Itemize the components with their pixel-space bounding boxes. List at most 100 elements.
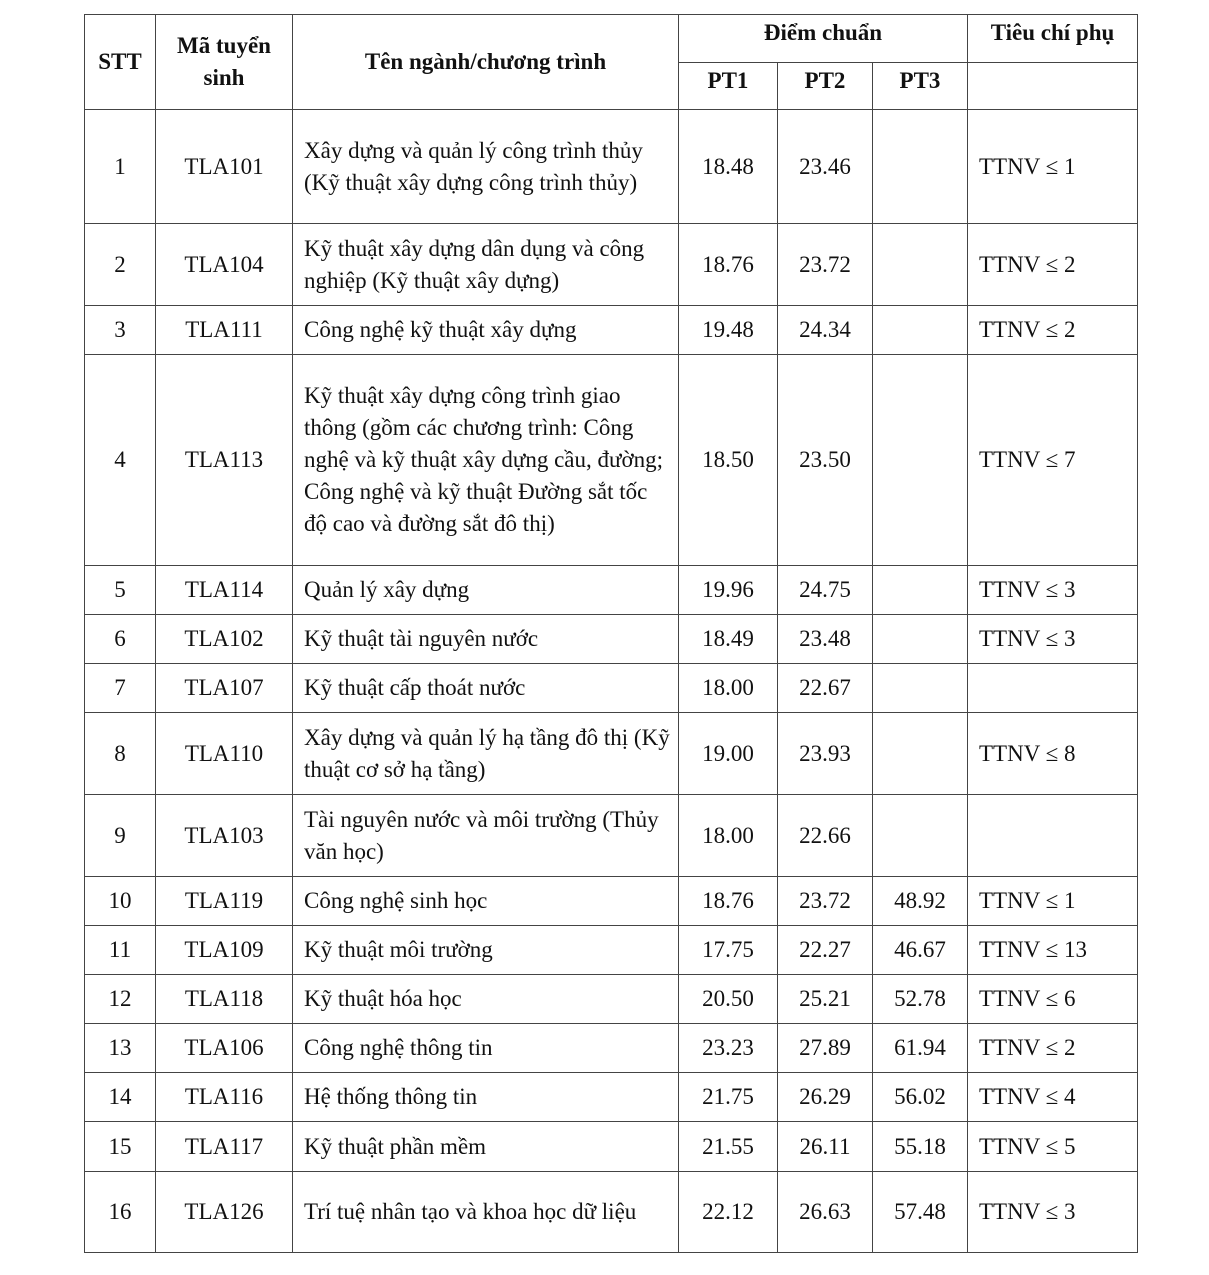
row-pt3 bbox=[872, 794, 968, 877]
header-pt2: PT2 bbox=[777, 62, 873, 110]
row-name: Kỹ thuật xây dựng công trình giao thông … bbox=[292, 354, 679, 566]
row-stt: 12 bbox=[84, 974, 156, 1024]
row-pt2: 26.63 bbox=[777, 1171, 873, 1253]
row-stt: 3 bbox=[84, 305, 156, 355]
row-code: TLA126 bbox=[155, 1171, 293, 1253]
row-name: Kỹ thuật phần mềm bbox=[292, 1121, 679, 1172]
row-stt: 10 bbox=[84, 876, 156, 926]
row-stt: 15 bbox=[84, 1121, 156, 1172]
row-code: TLA116 bbox=[155, 1072, 293, 1122]
row-pt1: 20.50 bbox=[678, 974, 778, 1024]
row-name: Công nghệ kỹ thuật xây dựng bbox=[292, 305, 679, 355]
table-row: 14 TLA116 Hệ thống thông tin 21.75 26.29 56.0… bbox=[84, 1072, 1138, 1122]
row-stt: 13 bbox=[84, 1023, 156, 1073]
row-stt: 8 bbox=[84, 712, 156, 795]
row-stt: 14 bbox=[84, 1072, 156, 1122]
table-row: 10 TLA119 Công nghệ sinh học 18.76 23.72 48.9… bbox=[84, 876, 1138, 926]
row-code: TLA102 bbox=[155, 614, 293, 664]
row-pt3: 48.92 bbox=[872, 876, 968, 926]
row-criteria: TTNV ≤ 7 bbox=[967, 354, 1138, 566]
table-row: 2 TLA104 Kỹ thuật xây dựng dân dụng và côn… bbox=[84, 223, 1138, 306]
table-row: 8 TLA110 Xây dựng và quản lý hạ tầng đô th… bbox=[84, 712, 1138, 795]
row-pt2: 22.27 bbox=[777, 925, 873, 975]
row-code: TLA118 bbox=[155, 974, 293, 1024]
row-criteria: TTNV ≤ 2 bbox=[967, 223, 1138, 306]
row-criteria: TTNV ≤ 3 bbox=[967, 614, 1138, 664]
row-pt3: 52.78 bbox=[872, 974, 968, 1024]
row-pt1: 19.48 bbox=[678, 305, 778, 355]
row-pt3 bbox=[872, 223, 968, 306]
row-pt1: 18.00 bbox=[678, 794, 778, 877]
row-stt: 1 bbox=[84, 109, 156, 224]
row-pt3 bbox=[872, 712, 968, 795]
row-name: Xây dựng và quản lý công trình thủy (Kỹ … bbox=[292, 109, 679, 224]
row-criteria: TTNV ≤ 6 bbox=[967, 974, 1138, 1024]
row-stt: 6 bbox=[84, 614, 156, 664]
row-criteria: TTNV ≤ 1 bbox=[967, 876, 1138, 926]
row-name: Công nghệ sinh học bbox=[292, 876, 679, 926]
table-row: 3 TLA111 Công nghệ kỹ thuật xây dựng 19.48 2… bbox=[84, 305, 1138, 355]
row-pt1: 23.23 bbox=[678, 1023, 778, 1073]
row-stt: 2 bbox=[84, 223, 156, 306]
row-name: Kỹ thuật xây dựng dân dụng và công nghiệ… bbox=[292, 223, 679, 306]
row-pt3: 56.02 bbox=[872, 1072, 968, 1122]
row-stt: 11 bbox=[84, 925, 156, 975]
header-name: Tên ngành/chương trình bbox=[292, 14, 679, 110]
row-name: Kỹ thuật cấp thoát nước bbox=[292, 663, 679, 713]
table-row: 1 TLA101 Xây dựng và quản lý công trình th… bbox=[84, 109, 1138, 224]
row-name: Quản lý xây dựng bbox=[292, 565, 679, 615]
header-code: Mã tuyển sinh bbox=[155, 14, 293, 110]
row-stt: 9 bbox=[84, 794, 156, 877]
row-code: TLA107 bbox=[155, 663, 293, 713]
row-pt1: 18.50 bbox=[678, 354, 778, 566]
row-pt3: 46.67 bbox=[872, 925, 968, 975]
row-criteria: TTNV ≤ 2 bbox=[967, 305, 1138, 355]
header-score: Điểm chuẩn bbox=[678, 14, 968, 63]
table-row: 13 TLA106 Công nghệ thông tin 23.23 27.89 61.… bbox=[84, 1023, 1138, 1073]
table-row: 12 TLA118 Kỹ thuật hóa học 20.50 25.21 52.78 T… bbox=[84, 974, 1138, 1024]
row-pt2: 23.48 bbox=[777, 614, 873, 664]
row-pt1: 18.76 bbox=[678, 876, 778, 926]
row-code: TLA110 bbox=[155, 712, 293, 795]
header-criteria: Tiêu chí phụ bbox=[967, 14, 1138, 63]
row-code: TLA117 bbox=[155, 1121, 293, 1172]
row-pt2: 26.11 bbox=[777, 1121, 873, 1172]
row-pt2: 23.93 bbox=[777, 712, 873, 795]
row-criteria: TTNV ≤ 8 bbox=[967, 712, 1138, 795]
row-criteria bbox=[967, 794, 1138, 877]
row-pt1: 18.00 bbox=[678, 663, 778, 713]
row-pt3 bbox=[872, 565, 968, 615]
row-pt1: 21.55 bbox=[678, 1121, 778, 1172]
row-criteria: TTNV ≤ 3 bbox=[967, 565, 1138, 615]
row-pt1: 18.49 bbox=[678, 614, 778, 664]
row-pt1: 22.12 bbox=[678, 1171, 778, 1253]
row-code: TLA114 bbox=[155, 565, 293, 615]
row-stt: 5 bbox=[84, 565, 156, 615]
table-row: 16 TLA126 Trí tuệ nhân tạo và khoa học dữ … bbox=[84, 1171, 1138, 1253]
row-pt2: 24.34 bbox=[777, 305, 873, 355]
row-pt3: 55.18 bbox=[872, 1121, 968, 1172]
table-row: 6 TLA102 Kỹ thuật tài nguyên nước 18.49 23.4… bbox=[84, 614, 1138, 664]
row-pt2: 23.46 bbox=[777, 109, 873, 224]
table-row: 15 TLA117 Kỹ thuật phần mềm 21.55 26.11 55.18… bbox=[84, 1121, 1138, 1172]
row-code: TLA104 bbox=[155, 223, 293, 306]
row-pt1: 17.75 bbox=[678, 925, 778, 975]
row-pt3 bbox=[872, 354, 968, 566]
row-name: Xây dựng và quản lý hạ tầng đô thị (Kỹ t… bbox=[292, 712, 679, 795]
row-code: TLA101 bbox=[155, 109, 293, 224]
row-pt2: 23.72 bbox=[777, 876, 873, 926]
row-name: Hệ thống thông tin bbox=[292, 1072, 679, 1122]
row-criteria: TTNV ≤ 3 bbox=[967, 1171, 1138, 1253]
row-pt2: 23.72 bbox=[777, 223, 873, 306]
row-pt1: 19.96 bbox=[678, 565, 778, 615]
row-code: TLA119 bbox=[155, 876, 293, 926]
table-row: 9 TLA103 Tài nguyên nước và môi trường (Th… bbox=[84, 794, 1138, 877]
row-pt1: 18.48 bbox=[678, 109, 778, 224]
row-pt3 bbox=[872, 109, 968, 224]
table-row: 4 TLA113 Kỹ thuật xây dựng công trình giao… bbox=[84, 354, 1138, 566]
row-criteria bbox=[967, 663, 1138, 713]
row-code: TLA109 bbox=[155, 925, 293, 975]
header-pt3: PT3 bbox=[872, 62, 968, 110]
row-pt1: 18.76 bbox=[678, 223, 778, 306]
row-pt2: 22.66 bbox=[777, 794, 873, 877]
